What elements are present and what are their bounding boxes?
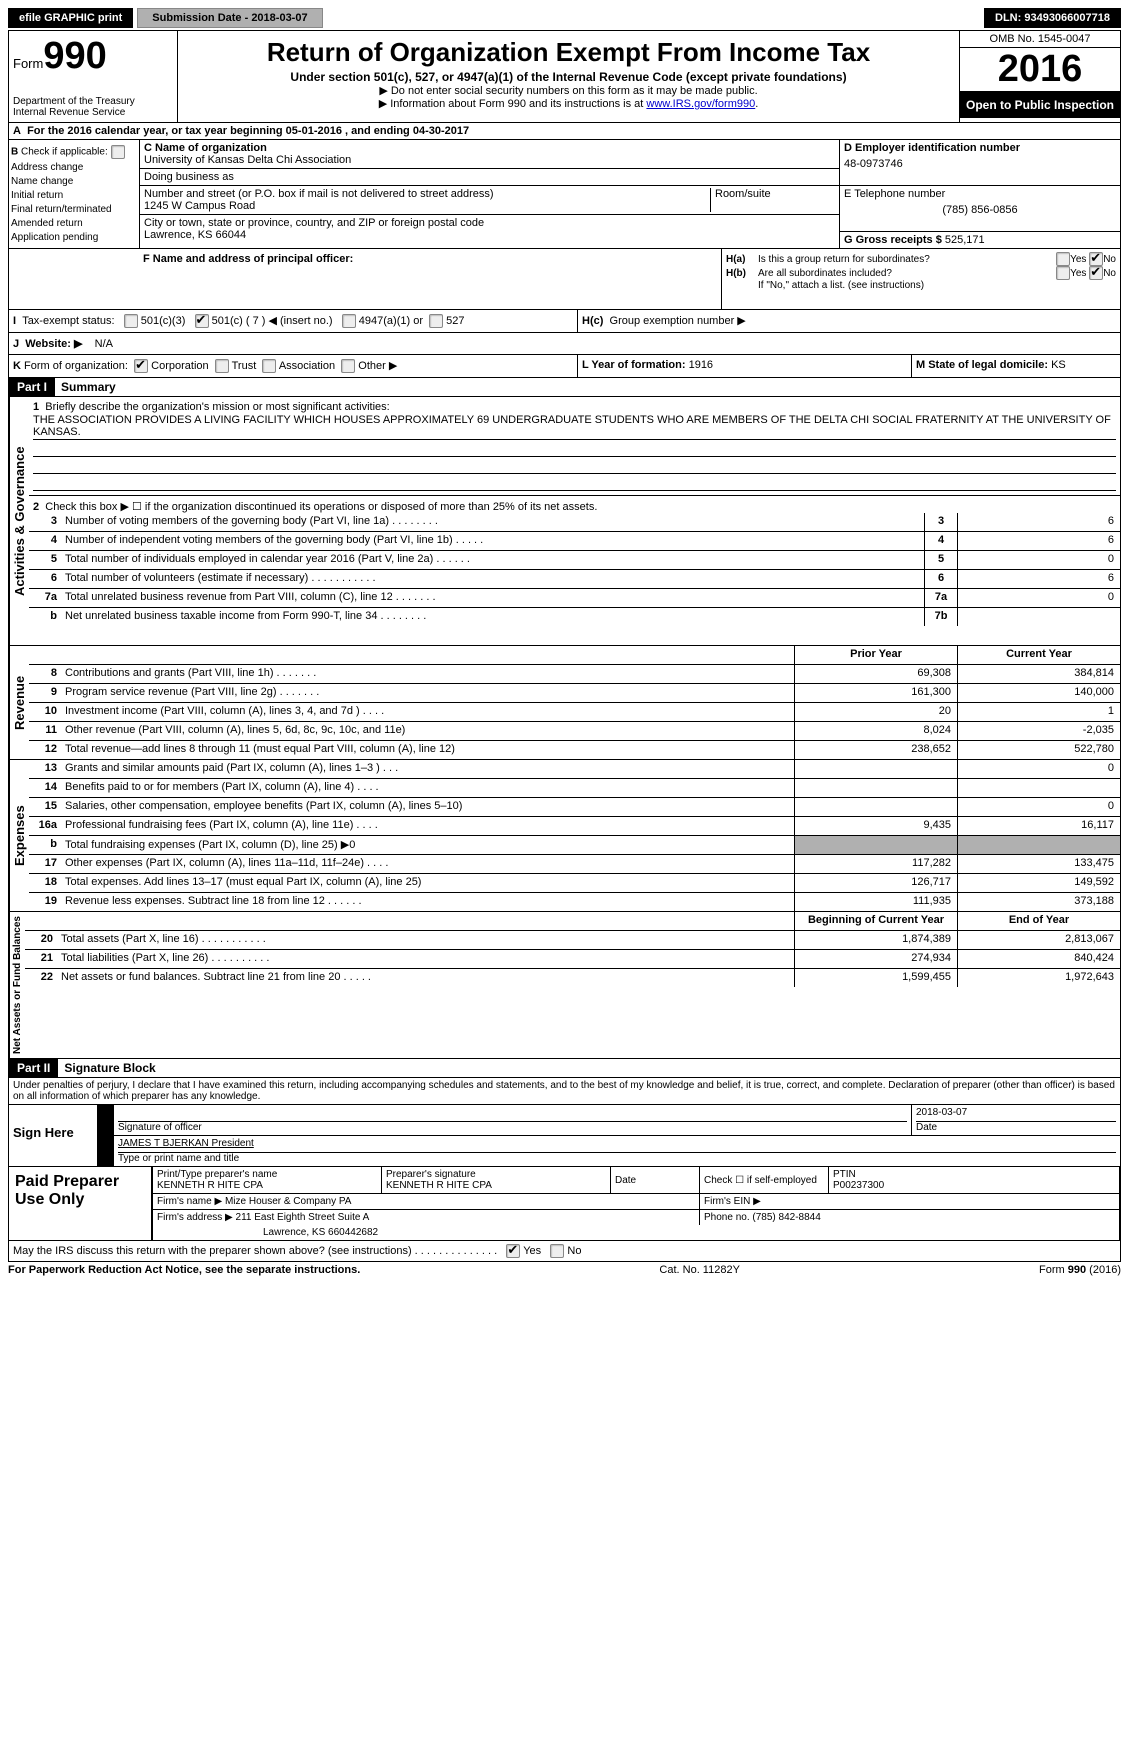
sig-date-value: 2018-03-07: [916, 1107, 1116, 1121]
line-19: 19 Revenue less expenses. Subtract line …: [29, 893, 1120, 911]
checkbox-applicable[interactable]: [111, 145, 125, 159]
dln-label: DLN: 93493066007718: [984, 8, 1121, 28]
line-10: 10 Investment income (Part VIII, column …: [29, 703, 1120, 722]
preparer-table: Print/Type preparer's nameKENNETH R HITE…: [152, 1167, 1120, 1240]
line-8: 8 Contributions and grants (Part VIII, l…: [29, 665, 1120, 684]
signature-block: Sign Here Signature of officer 2018-03-0…: [8, 1105, 1121, 1167]
phone-value: (785) 856-0856: [844, 204, 1116, 216]
irs-link[interactable]: www.IRS.gov/form990: [646, 98, 755, 110]
form-subtitle: Under section 501(c), 527, or 4947(a)(1)…: [182, 70, 955, 84]
omb-number: OMB No. 1545-0047: [960, 31, 1120, 48]
part1-header: Part I Summary: [8, 378, 1121, 397]
website-value: N/A: [95, 338, 113, 350]
vert-expenses: Expenses: [9, 760, 29, 911]
line-4: 4 Number of independent voting members o…: [29, 532, 1120, 551]
officer-name: JAMES T BJERKAN President: [118, 1138, 1116, 1152]
checkbox-corp[interactable]: [134, 359, 148, 373]
discuss-row: May the IRS discuss this return with the…: [8, 1241, 1121, 1262]
checkbox-4947[interactable]: [342, 314, 356, 328]
efile-button[interactable]: efile GRAPHIC print: [8, 8, 133, 28]
line-15: 15 Salaries, other compensation, employe…: [29, 798, 1120, 817]
checkbox-assoc[interactable]: [262, 359, 276, 373]
checkbox-trust[interactable]: [215, 359, 229, 373]
vert-revenue: Revenue: [9, 646, 29, 759]
gross-receipts: 525,171: [945, 234, 985, 246]
line-16a: 16a Professional fundraising fees (Part …: [29, 817, 1120, 836]
org-name: University of Kansas Delta Chi Associati…: [144, 154, 835, 166]
ssn-note: ▶ Do not enter social security numbers o…: [182, 84, 955, 97]
line-b: b Net unrelated business taxable income …: [29, 608, 1120, 626]
info-note: ▶ Information about Form 990 and its ins…: [182, 97, 955, 110]
checkbox-501c3[interactable]: [124, 314, 138, 328]
row-a-period: A For the 2016 calendar year, or tax yea…: [8, 123, 1121, 140]
line-7a: 7a Total unrelated business revenue from…: [29, 589, 1120, 608]
checkbox-discuss-no[interactable]: [550, 1244, 564, 1258]
line-17: 17 Other expenses (Part IX, column (A), …: [29, 855, 1120, 874]
line-21: 21 Total liabilities (Part X, line 26) .…: [25, 950, 1120, 969]
line-9: 9 Program service revenue (Part VIII, li…: [29, 684, 1120, 703]
tax-year: 2016: [960, 48, 1120, 92]
year-formation: 1916: [689, 359, 713, 371]
state-domicile: KS: [1051, 359, 1066, 371]
line-22: 22 Net assets or fund balances. Subtract…: [25, 969, 1120, 987]
line-13: 13 Grants and similar amounts paid (Part…: [29, 760, 1120, 779]
line-20: 20 Total assets (Part X, line 16) . . . …: [25, 931, 1120, 950]
checkbox-discuss-yes[interactable]: [506, 1244, 520, 1258]
line-b: b Total fundraising expenses (Part IX, c…: [29, 836, 1120, 855]
line-11: 11 Other revenue (Part VIII, column (A),…: [29, 722, 1120, 741]
box-b: B Check if applicable: Address change Na…: [9, 140, 140, 248]
box-f-label: F Name and address of principal officer:: [143, 253, 353, 265]
city-address: Lawrence, KS 66044: [144, 229, 835, 241]
box-h: H(a) Is this a group return for subordin…: [722, 249, 1120, 309]
paid-preparer-label: Paid Preparer Use Only: [9, 1167, 152, 1240]
mission-text: THE ASSOCIATION PROVIDES A LIVING FACILI…: [33, 413, 1116, 440]
street-address: 1245 W Campus Road: [144, 200, 710, 212]
checkbox-ha-yes[interactable]: [1056, 252, 1070, 266]
checkbox-527[interactable]: [429, 314, 443, 328]
line-6: 6 Total number of volunteers (estimate i…: [29, 570, 1120, 589]
part2-header: Part II Signature Block: [8, 1059, 1121, 1078]
form-number: Form990: [13, 35, 173, 78]
line-5: 5 Total number of individuals employed i…: [29, 551, 1120, 570]
vert-netassets: Net Assets or Fund Balances: [9, 912, 25, 1058]
form-title: Return of Organization Exempt From Incom…: [182, 37, 955, 68]
vert-governance: Activities & Governance: [9, 397, 29, 645]
page-footer: For Paperwork Reduction Act Notice, see …: [8, 1262, 1121, 1278]
line-3: 3 Number of voting members of the govern…: [29, 513, 1120, 532]
checkbox-501c[interactable]: [195, 314, 209, 328]
irs-label: Internal Revenue Service: [13, 107, 173, 118]
checkbox-hb-no[interactable]: [1089, 266, 1103, 280]
checkbox-other[interactable]: [341, 359, 355, 373]
declaration-text: Under penalties of perjury, I declare th…: [8, 1078, 1121, 1105]
dept-label: Department of the Treasury: [13, 96, 173, 107]
line-12: 12 Total revenue—add lines 8 through 11 …: [29, 741, 1120, 759]
submission-date: Submission Date - 2018-03-07: [137, 8, 322, 28]
entity-block: B Check if applicable: Address change Na…: [8, 140, 1121, 249]
line-18: 18 Total expenses. Add lines 13–17 (must…: [29, 874, 1120, 893]
open-public-label: Open to Public Inspection: [960, 92, 1120, 118]
ein-value: 48-0973746: [844, 158, 1116, 170]
checkbox-hb-yes[interactable]: [1056, 266, 1070, 280]
line-14: 14 Benefits paid to or for members (Part…: [29, 779, 1120, 798]
form-header: Form990 Department of the Treasury Inter…: [8, 30, 1121, 123]
top-toolbar: efile GRAPHIC print Submission Date - 20…: [8, 8, 1121, 28]
